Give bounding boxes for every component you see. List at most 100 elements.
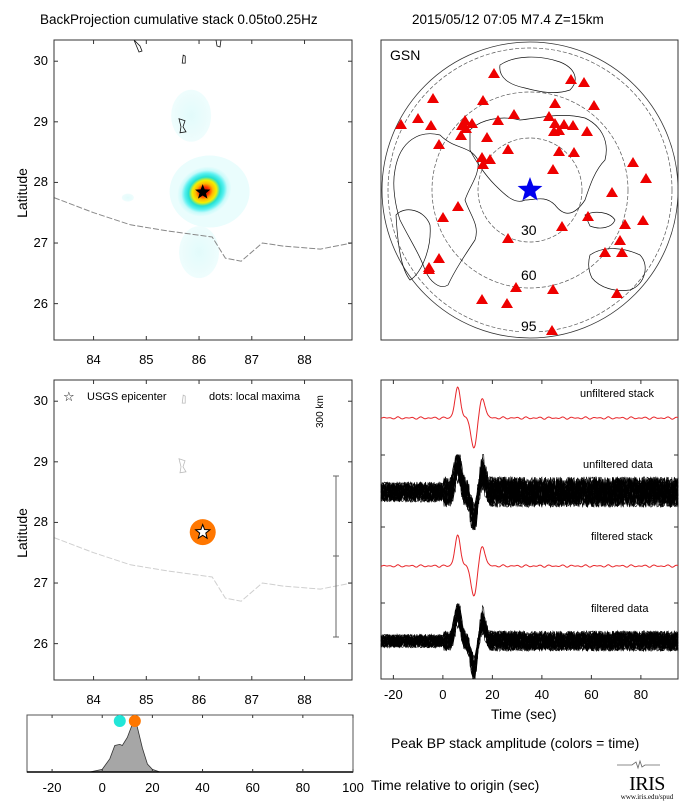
filtered-stack-trace [380, 534, 679, 597]
lm-border-line [53, 537, 353, 602]
legend-dots-label: dots: local maxima [209, 391, 301, 403]
data-trace [380, 603, 679, 679]
station-triangle-icon [395, 119, 407, 129]
coastline-2 [499, 56, 576, 93]
station-triangle-icon [427, 93, 439, 103]
station-triangle-icon [568, 147, 580, 157]
seismogram-xtick-label: 80 [633, 687, 649, 702]
bp-energy-low-1 [171, 89, 212, 142]
coastline-5 [395, 209, 431, 281]
epicenter-star-icon [195, 184, 211, 199]
bp-xtick-label: 84 [86, 352, 101, 367]
station-triangle-icon [611, 288, 623, 298]
station-triangle-icon [510, 282, 522, 292]
station-triangle-icon [546, 325, 558, 335]
seismogram-xtick-label: 40 [534, 687, 550, 702]
coastline-4 [584, 211, 616, 229]
station-triangle-icon [640, 173, 652, 183]
station-triangle-icon [508, 109, 520, 119]
coastline-0 [393, 133, 479, 287]
trace-label-filtered-stack: filtered stack [591, 531, 653, 543]
station-triangle-icon [588, 100, 600, 110]
data-trace [380, 604, 679, 673]
station-triangle-icon [476, 152, 488, 162]
iris-logo[interactable]: IRIS www.iris.edu/spud [612, 757, 682, 801]
lm-ytick-label: 30 [33, 393, 48, 409]
station-triangle-icon [581, 126, 593, 136]
seismogram-xtick-label: 20 [485, 687, 500, 702]
station-triangle-icon [556, 221, 568, 231]
seismogram-xtick-label: 60 [584, 687, 599, 702]
event-title: 2015/05/12 07:05 M7.4 Z=15km [412, 12, 604, 27]
station-triangle-icon [606, 187, 618, 197]
trace-label-unfiltered-stack: unfiltered stack [580, 388, 654, 400]
legend-epicenter-label: USGS epicenter [87, 391, 167, 403]
bp-ytick-label: 29 [33, 113, 48, 129]
lm-frame [53, 379, 353, 681]
lm-xtick-label: 88 [297, 692, 312, 707]
bp-xtick-label: 85 [139, 352, 154, 367]
lm-ytick-label: 27 [33, 575, 48, 591]
bp-lake-shape-3 [133, 39, 143, 53]
seismogram-xtick-label: -20 [383, 687, 403, 702]
station-triangle-icon [565, 74, 577, 84]
seismogram-logo-icon [617, 759, 660, 770]
station-map-content [381, 41, 678, 339]
peak-xtick-label: 20 [145, 780, 160, 795]
station-triangle-icon [548, 126, 560, 136]
bp-ytick-label: 26 [33, 295, 48, 311]
station-triangle-icon [501, 298, 513, 308]
station-triangle-icon [637, 215, 649, 225]
station-triangle-icon [616, 247, 628, 257]
iris-logo-text: IRIS [629, 773, 665, 795]
bp-title: BackProjection cumulative stack 0.05to0.… [40, 12, 318, 27]
peak-xtick-label: 0 [98, 780, 106, 795]
lm-xtick-label: 86 [191, 692, 207, 707]
peak-xtick-label: -20 [42, 780, 62, 795]
station-triangle-icon [425, 120, 437, 130]
station-triangle-icon [549, 118, 561, 128]
ring-30 [477, 137, 583, 243]
station-triangle-icon [627, 157, 639, 167]
peak-amplitude-frame [26, 714, 354, 773]
bp-ytick-label: 27 [33, 235, 48, 251]
peak-xtick-label: 100 [342, 780, 364, 795]
bp-lake-shape [178, 118, 187, 134]
bp-energy-low-2 [179, 226, 220, 279]
trace-label-unfiltered-data: unfiltered data [583, 459, 653, 471]
station-triangle-icon [437, 212, 449, 222]
station-triangle-icon [477, 159, 489, 169]
lm-lake-shape [178, 458, 187, 474]
station-triangle-icon [484, 154, 496, 164]
bp-xtick-label: 87 [244, 352, 260, 367]
station-triangle-icon [481, 132, 493, 142]
station-triangle-icon [619, 219, 631, 229]
bp-ytick-label: 28 [33, 174, 48, 190]
data-trace [380, 458, 679, 528]
station-triangle-icon [582, 211, 594, 221]
bp-ytick-label: 30 [33, 53, 48, 69]
peak-amplitude-title: Peak BP stack amplitude (colors = time) [391, 735, 640, 751]
station-triangle-icon [412, 113, 424, 123]
station-triangle-icon [488, 68, 500, 78]
peak-time-marker-orange [128, 715, 141, 727]
bp-lake-shape-2 [181, 54, 186, 64]
iris-logo-url: www.iris.edu/spud [620, 793, 674, 801]
lm-ytick-label: 29 [33, 453, 48, 469]
station-triangle-icon [455, 130, 467, 140]
bp-frame [53, 39, 353, 341]
station-triangle-icon [502, 144, 514, 154]
station-triangle-icon [423, 262, 435, 272]
station-triangle-icon [578, 77, 590, 87]
station-triangle-icon [466, 118, 478, 128]
filtered-data-traces [380, 603, 679, 680]
coastline-3 [588, 248, 646, 291]
ring-60 [431, 91, 629, 289]
station-triangle-icon [553, 146, 565, 156]
lm-xtick-label: 87 [244, 692, 260, 707]
station-triangle-icon [547, 164, 559, 174]
peak-time-marker-cyan [113, 715, 126, 727]
